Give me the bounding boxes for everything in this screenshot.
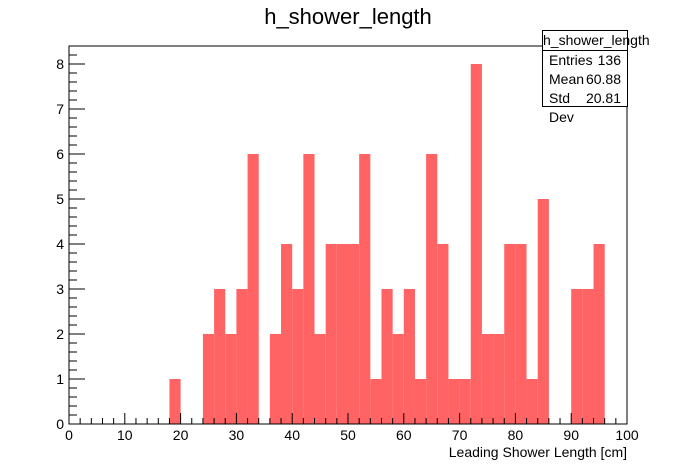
histogram-bar <box>202 334 215 424</box>
y-tick-label: 6 <box>56 146 64 162</box>
x-tick-label: 70 <box>452 427 468 443</box>
histogram-bar <box>303 154 315 424</box>
histogram-bar <box>504 244 516 424</box>
histogram-bar <box>437 244 449 424</box>
histogram-bar <box>281 244 293 424</box>
histogram-bar <box>214 289 226 424</box>
histogram-bar <box>169 379 181 424</box>
histogram-bar <box>236 289 248 424</box>
histogram-bar <box>292 289 304 424</box>
histogram-bar <box>571 289 583 424</box>
stats-row-stddev: Std Dev 20.81 <box>543 89 627 125</box>
bars-group <box>169 64 605 424</box>
x-tick-label: 80 <box>508 427 524 443</box>
histogram-bar <box>515 244 527 424</box>
stats-value: 20.81 <box>585 90 621 106</box>
histogram-bar <box>481 334 494 424</box>
histogram-bar <box>314 334 326 424</box>
y-tick-label: 4 <box>56 236 64 252</box>
stats-box: h_shower_length Entries 136 Mean 60.88 S… <box>542 30 650 125</box>
y-tick-label: 0 <box>56 416 64 432</box>
histogram-bar <box>526 379 538 424</box>
histogram-bar <box>348 244 360 424</box>
histogram-bar <box>448 379 460 424</box>
chart-title: h_shower_length <box>264 4 432 29</box>
histogram-bar <box>247 154 259 424</box>
stats-title: h_shower_length <box>543 31 650 51</box>
x-axis-label: Leading Shower Length [cm] <box>449 444 627 460</box>
stats-row-mean: Mean 60.88 <box>543 70 627 89</box>
y-tick-label: 3 <box>56 281 64 297</box>
y-tick-label: 5 <box>56 191 64 207</box>
stats-label: Std Dev <box>549 90 574 125</box>
histogram-bar <box>414 379 427 424</box>
stats-label: Mean <box>549 71 585 87</box>
histogram-bar <box>325 244 337 424</box>
histogram-bar <box>381 289 393 424</box>
x-axis: 0 10 20 30 40 50 60 70 80 90 100 <box>65 413 639 443</box>
x-tick-label: 100 <box>615 427 639 443</box>
histogram-bar <box>593 244 605 424</box>
x-tick-label: 30 <box>229 427 245 443</box>
histogram-bar <box>459 379 471 424</box>
histogram-bar <box>370 379 382 424</box>
x-tick-label: 90 <box>563 427 579 443</box>
y-axis: 0 1 2 3 4 5 6 7 8 <box>56 45 85 432</box>
y-tick-label: 7 <box>56 101 64 117</box>
y-tick-label: 2 <box>56 326 64 342</box>
x-tick-label: 20 <box>173 427 189 443</box>
histogram-bar <box>582 289 594 424</box>
histogram-bar <box>269 334 282 424</box>
x-tick-label: 10 <box>117 427 133 443</box>
x-tick-label: 40 <box>284 427 300 443</box>
stats-value: 60.88 <box>585 71 621 87</box>
stats-label: Entries <box>549 52 593 68</box>
stats-value: 136 <box>597 52 621 68</box>
histogram-bar <box>470 64 482 424</box>
histogram-bar <box>426 154 438 424</box>
histogram-bar <box>225 334 237 424</box>
histogram-bar <box>392 334 404 424</box>
histogram-bar <box>537 199 549 424</box>
y-tick-label: 8 <box>56 56 64 72</box>
y-tick-label: 1 <box>56 371 64 387</box>
x-tick-label: 60 <box>396 427 412 443</box>
stats-row-entries: Entries 136 <box>543 51 627 70</box>
x-tick-label: 0 <box>65 427 73 443</box>
histogram-bar <box>403 289 415 424</box>
x-tick-label: 50 <box>340 427 356 443</box>
histogram-bar <box>336 244 348 424</box>
histogram-bar <box>493 334 505 424</box>
histogram-bar <box>359 154 371 424</box>
